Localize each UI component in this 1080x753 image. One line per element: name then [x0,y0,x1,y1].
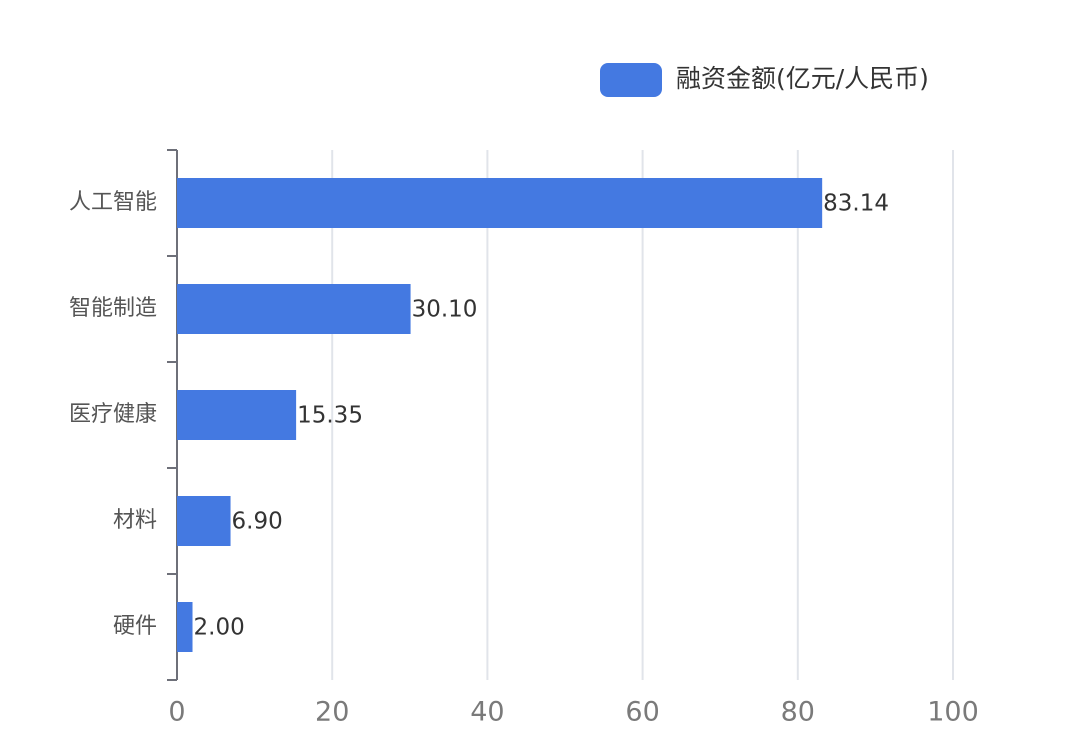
y-tick-label: 硬件 [113,614,157,639]
x-tick-label: 20 [315,697,349,728]
y-tick-label: 智能制造 [69,296,157,321]
x-tick-label: 100 [927,697,979,728]
bar [177,284,411,334]
x-tick-label: 0 [168,697,185,728]
y-tick-label: 人工智能 [69,190,157,215]
bar [177,178,823,228]
x-tick-label: 80 [781,697,815,728]
bar [177,496,231,546]
value-label: 15.35 [297,403,363,429]
y-tick-label: 医疗健康 [69,402,157,427]
y-tick-label: 材料 [113,508,157,533]
value-label: 83.14 [823,191,889,217]
value-label: 30.10 [412,297,478,323]
x-tick-label: 60 [625,697,659,728]
value-label: 6.90 [232,509,283,535]
legend-label: 融资金额(亿元/人民币) [676,64,929,93]
legend-swatch [600,63,662,97]
x-tick-label: 40 [470,697,504,728]
bar [177,602,193,652]
bar [177,390,297,440]
value-label: 2.00 [194,615,245,641]
